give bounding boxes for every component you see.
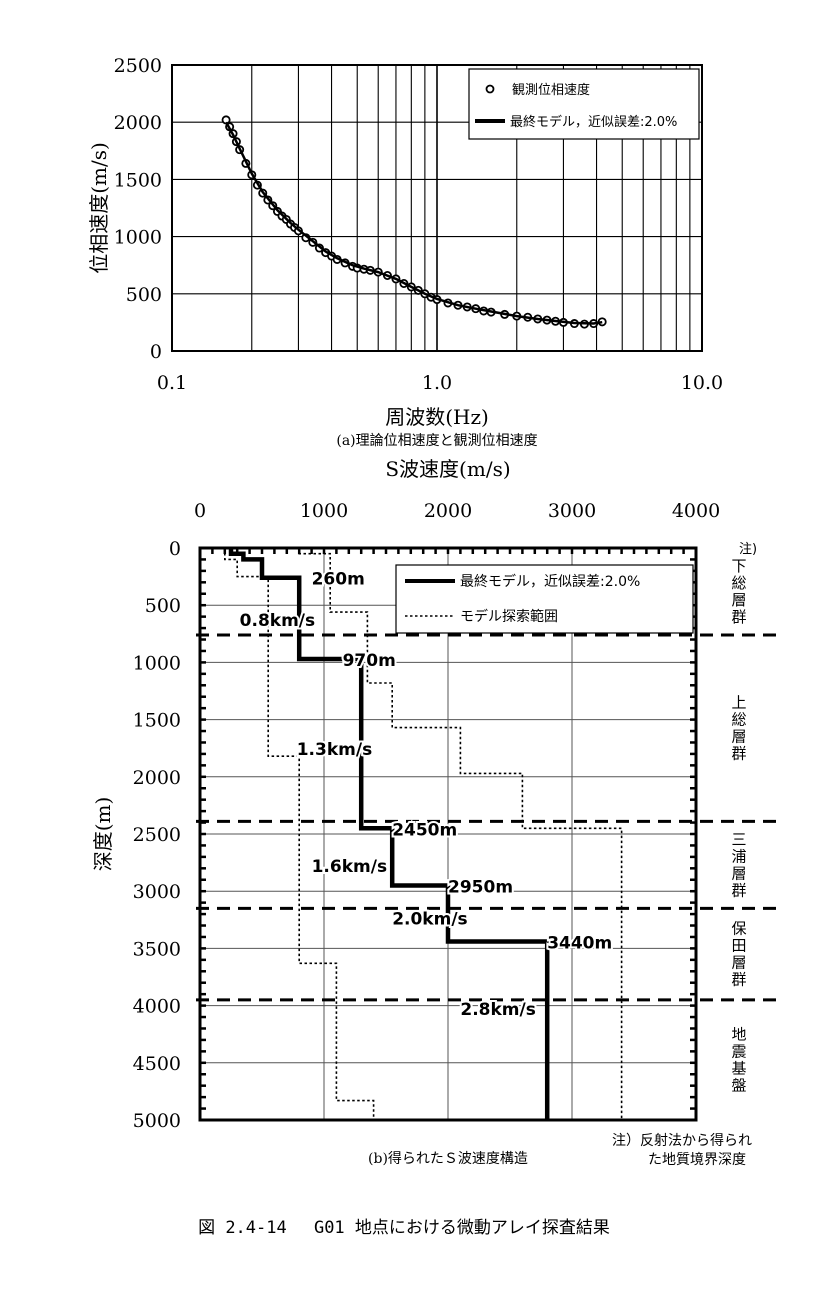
- formation-label: 下総層群: [731, 557, 746, 626]
- formation-label: 地震基盤: [731, 1025, 746, 1094]
- chart-b-series: [224, 548, 623, 1120]
- legend-final-model-label: 最終モデル，近似誤差:2.0%: [460, 573, 640, 590]
- chart-b-legend: 最終モデル，近似誤差:2.0% モデル探索範囲: [395, 564, 694, 634]
- chart-a-y-axis-label: 位相速度(m/s): [87, 142, 111, 274]
- chart-b-annotations: 260m 970m 2450m 2950m 3440m 0.8km/s 1.3km/s 1.6…: [238, 568, 615, 1022]
- y-tick-label: 1000: [133, 652, 181, 674]
- search-range-lower-bound: [224, 548, 375, 1120]
- y-tick-label: 4000: [133, 996, 181, 1018]
- chart-b-frame: [198, 546, 698, 1122]
- chart-b-y-tick-labels: 0 500 1000 1500 2000 2500 3000 3500 4000 4500 5000: [133, 538, 181, 1132]
- profile-annotation: 2.8km/s: [460, 1000, 535, 1020]
- y-tick-label: 0: [150, 341, 162, 363]
- chart-b-caption: (b)得られたＳ波速度構造: [368, 1150, 528, 1167]
- x-tick-label: 10.0: [681, 372, 723, 394]
- phase-velocity-chart: 0 500 1000 1500 2000 2500 0.1 1.0 10.0 観測位相速度 最…: [87, 55, 723, 449]
- profile-annotation: 2450m: [392, 820, 457, 840]
- legend-observed-label: 観測位相速度: [512, 82, 590, 98]
- profile-annotation: 1.3km/s: [297, 740, 372, 760]
- profile-annotation: 2950m: [448, 877, 513, 897]
- chart-a-frame: [171, 64, 703, 352]
- profile-annotation: 970m: [343, 651, 396, 671]
- y-tick-label: 500: [145, 595, 181, 617]
- chart-b-title: S波速度(m/s): [385, 457, 510, 481]
- x-tick-label: 1.0: [422, 372, 452, 394]
- chart-a-grid: [172, 65, 702, 351]
- boundary-note-mark: 注): [739, 542, 757, 557]
- y-tick-label: 5000: [133, 1110, 181, 1132]
- profile-annotation: 260m: [312, 570, 365, 590]
- x-tick-label: 0.1: [157, 372, 187, 394]
- s-wave-velocity-chart: S波速度(m/s) 0 1000 2000 3000 4000 0 500 1000 1500…: [91, 457, 776, 1168]
- y-tick-label: 1000: [114, 227, 162, 249]
- y-tick-label: 1500: [114, 169, 162, 191]
- profile-annotation: 3440m: [547, 934, 612, 954]
- legend-observed-marker: [485, 84, 495, 94]
- x-tick-label: 0: [194, 500, 206, 522]
- x-tick-label: 1000: [300, 500, 348, 522]
- y-tick-label: 2500: [133, 824, 181, 846]
- x-tick-label: 3000: [548, 500, 596, 522]
- y-tick-label: 2000: [114, 112, 162, 134]
- y-tick-label: 2500: [114, 55, 162, 77]
- y-tick-label: 4500: [133, 1053, 181, 1075]
- formation-label: 三浦層群: [731, 830, 746, 899]
- y-tick-label: 3500: [133, 938, 181, 960]
- legend-search-range-label: モデル探索範囲: [460, 608, 558, 625]
- search-range-upper-bound: [298, 548, 623, 1120]
- footnote-line-2: た地質境界深度: [648, 1152, 746, 1168]
- chart-a-legend: 観測位相速度 最終モデル，近似誤差:2.0%: [468, 68, 700, 140]
- chart-a-x-tick-labels: 0.1 1.0 10.0: [157, 372, 723, 394]
- chart-a-caption: (a)理論位相速度と観測位相速度: [336, 432, 537, 449]
- final-model-profile: [228, 548, 550, 1120]
- y-tick-label: 3000: [133, 881, 181, 903]
- x-tick-label: 2000: [424, 500, 472, 522]
- chart-a-series: [221, 115, 607, 329]
- chart-b-y-axis-label: 深度(m): [91, 797, 115, 872]
- footnote-line-1: 注）反射法から得られ: [612, 1132, 752, 1149]
- legend-model-label: 最終モデル，近似誤差:2.0%: [510, 114, 677, 130]
- chart-a-x-axis-label: 周波数(Hz): [385, 405, 489, 429]
- y-tick-label: 500: [126, 284, 162, 306]
- profile-annotation: 1.6km/s: [312, 857, 387, 877]
- final-model-curve: [225, 121, 603, 325]
- chart-b-x-tick-labels: 0 1000 2000 3000 4000: [194, 500, 720, 522]
- y-tick-label: 2000: [133, 767, 181, 789]
- figure-caption: 図 2.4-14 G01 地点における微動アレイ探査結果: [198, 1218, 610, 1238]
- y-tick-label: 0: [169, 538, 181, 560]
- x-tick-label: 4000: [672, 500, 720, 522]
- profile-annotation: 0.8km/s: [240, 611, 315, 631]
- formation-label: 保田層群: [731, 920, 746, 989]
- formation-label: 上総層群: [731, 694, 746, 763]
- profile-annotation: 2.0km/s: [392, 910, 467, 930]
- y-tick-label: 1500: [133, 710, 181, 732]
- chart-b-boundaries: [196, 633, 776, 1002]
- chart-a-y-tick-labels: 0 500 1000 1500 2000 2500: [114, 55, 162, 363]
